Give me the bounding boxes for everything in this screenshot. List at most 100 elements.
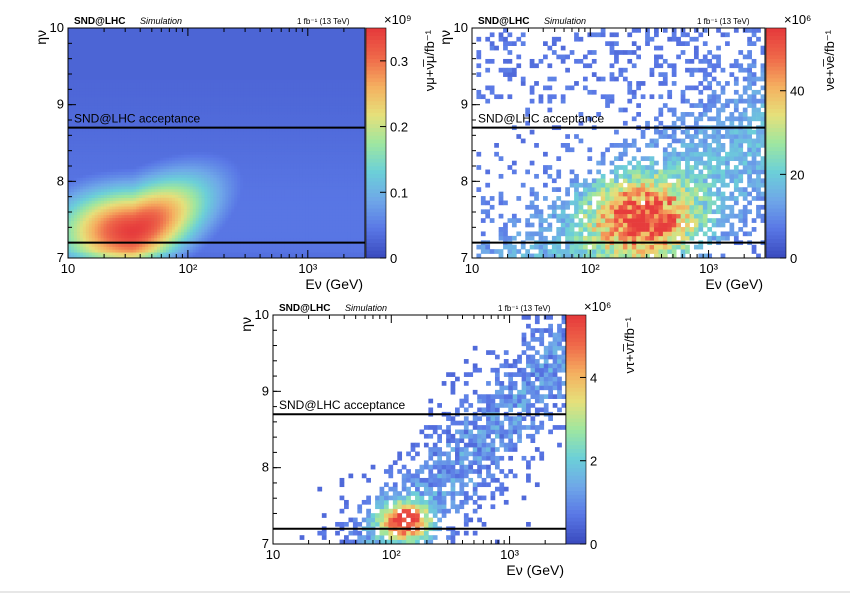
heatmap-cell: [85, 128, 90, 132]
heatmap-cell: [180, 108, 185, 112]
heatmap-cell: [79, 177, 84, 181]
heatmap-cell: [228, 154, 232, 158]
heatmap-cell: [219, 214, 223, 219]
heatmap-cell: [180, 154, 185, 158]
heatmap-cell: [76, 226, 81, 230]
heatmap-cell: [296, 97, 300, 101]
heatmap-cell: [216, 223, 220, 227]
heatmap-cell: [278, 223, 283, 227]
heatmap-cell: [266, 134, 271, 138]
heatmap-cell: [243, 171, 247, 175]
heatmap-cell: [269, 214, 274, 219]
heatmap-cell: [192, 154, 197, 158]
heatmap-cell: [76, 85, 81, 89]
heatmap-cell: [88, 105, 93, 109]
heatmap-cell: [213, 79, 217, 83]
heatmap-cell: [225, 177, 229, 181]
heatmap-cell: [189, 108, 194, 112]
heatmap-cell: [258, 79, 262, 83]
heatmap-cell: [195, 134, 199, 138]
heatmap-cell: [94, 122, 98, 127]
heatmap-cell: [237, 214, 241, 219]
heatmap-cell: [186, 226, 191, 230]
heatmap-cell: [127, 114, 131, 118]
heatmap-cell: [91, 91, 96, 95]
heatmap-cell: [195, 197, 199, 201]
heatmap-cell: [284, 134, 289, 138]
heatmap-cell: [180, 212, 185, 216]
heatmap-cell: [249, 120, 253, 124]
heatmap-cell: [216, 102, 220, 106]
heatmap-cell: [139, 174, 143, 178]
heatmap-cell: [234, 99, 238, 104]
heatmap-cell: [76, 212, 81, 216]
heatmap-cell: [237, 94, 241, 98]
heatmap-cell: [70, 82, 75, 86]
heatmap-cell: [148, 226, 152, 230]
heatmap-cell: [103, 143, 107, 147]
heatmap-cell: [278, 97, 283, 101]
heatmap-cell: [68, 120, 72, 124]
heatmap-cell: [216, 168, 220, 173]
heatmap-cell: [258, 82, 262, 86]
heatmap-cell: [163, 249, 167, 253]
heatmap-cell: [160, 140, 164, 144]
heatmap-cell: [91, 220, 96, 224]
heatmap-cell: [278, 200, 283, 204]
heatmap-cell: [189, 79, 194, 83]
heatmap-cell: [281, 166, 286, 170]
heatmap-cell: [76, 189, 81, 193]
heatmap-cell: [82, 91, 87, 95]
heatmap-cell: [157, 206, 161, 210]
heatmap-cell: [106, 154, 110, 158]
heatmap-cell: [174, 212, 179, 216]
heatmap-cell: [109, 229, 113, 233]
heatmap-cell: [293, 91, 297, 95]
heatmap-cell: [278, 183, 283, 187]
heatmap-cell: [264, 160, 268, 164]
heatmap-cell: [133, 117, 137, 121]
heatmap-cell: [210, 111, 214, 115]
heatmap-cell: [82, 122, 87, 127]
heatmap-cell: [189, 88, 194, 92]
heatmap-cell: [275, 255, 280, 259]
heatmap-cell: [166, 151, 170, 155]
heatmap-cell: [85, 114, 90, 118]
heatmap-cell: [240, 166, 244, 170]
heatmap-cell: [183, 180, 188, 184]
heatmap-cell: [231, 252, 235, 256]
heatmap-cell: [243, 108, 247, 112]
heatmap-cell: [210, 117, 214, 121]
heatmap-cell: [189, 117, 194, 121]
heatmap-cell: [142, 99, 146, 104]
heatmap-cell: [216, 97, 220, 101]
heatmap-cell: [293, 235, 297, 239]
heatmap-cell: [145, 82, 149, 86]
heatmap-cell: [264, 140, 268, 144]
heatmap-cell: [136, 154, 140, 158]
heatmap-cell: [94, 79, 98, 83]
heatmap-cell: [171, 177, 176, 181]
heatmap-cell: [296, 194, 300, 198]
heatmap-cell: [106, 151, 110, 155]
heatmap-cell: [252, 105, 256, 109]
heatmap-cell: [85, 166, 90, 170]
heatmap-cell: [160, 85, 164, 89]
heatmap-cell: [189, 148, 194, 152]
heatmap-cell: [299, 114, 303, 118]
heatmap-cell: [82, 94, 87, 98]
heatmap-cell: [142, 180, 146, 184]
heatmap-cell: [106, 114, 110, 118]
heatmap-cell: [302, 99, 306, 104]
heatmap-cell: [258, 235, 262, 239]
heatmap-cell: [73, 85, 78, 89]
heatmap-cell: [249, 183, 253, 187]
heatmap-cell: [85, 91, 90, 95]
heatmap-cell: [177, 243, 182, 247]
heatmap-cell: [148, 189, 152, 193]
heatmap-cell: [299, 134, 303, 138]
heatmap-cell: [139, 145, 143, 150]
heatmap-cell: [148, 131, 152, 135]
heatmap-cell: [79, 212, 84, 216]
